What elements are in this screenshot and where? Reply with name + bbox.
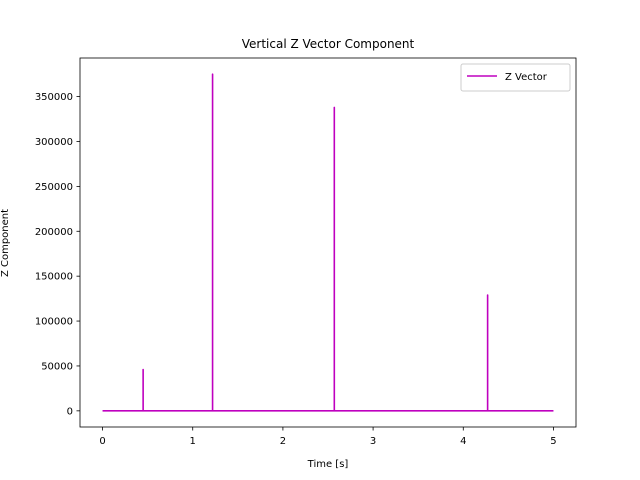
plot-area [102,73,554,412]
legend-entry-z-vector: Z Vector [505,72,548,83]
legend-box [460,63,571,92]
y-axis: 0 50000 100000 150000 200000 250000 300000 3500… [35,92,80,417]
y-tick-label: 200000 [35,227,73,238]
x-tick-label: 3 [370,436,376,447]
plot-frame [79,57,577,428]
y-tick-label: 150000 [35,272,73,283]
x-tick-label: 4 [460,436,466,447]
x-axis-label: Time [s] [307,459,349,470]
x-tick-label: 2 [280,436,286,447]
y-tick-label: 100000 [35,317,73,328]
y-tick-label: 300000 [35,137,73,148]
y-tick-label: 0 [67,406,73,417]
chart-title: Vertical Z Vector Component [242,37,415,51]
y-tick-label: 250000 [35,182,73,193]
x-tick-label: 1 [190,436,196,447]
series-line-z-vector [102,73,554,412]
y-axis-label: Z Component [0,209,11,277]
y-tick-label: 50000 [41,361,73,372]
x-axis: 0 1 2 3 4 5 [99,427,557,447]
x-tick-label: 5 [550,436,556,447]
legend: Z Vector [460,63,571,92]
y-tick-label: 350000 [35,92,73,103]
x-tick-label: 0 [99,436,105,447]
